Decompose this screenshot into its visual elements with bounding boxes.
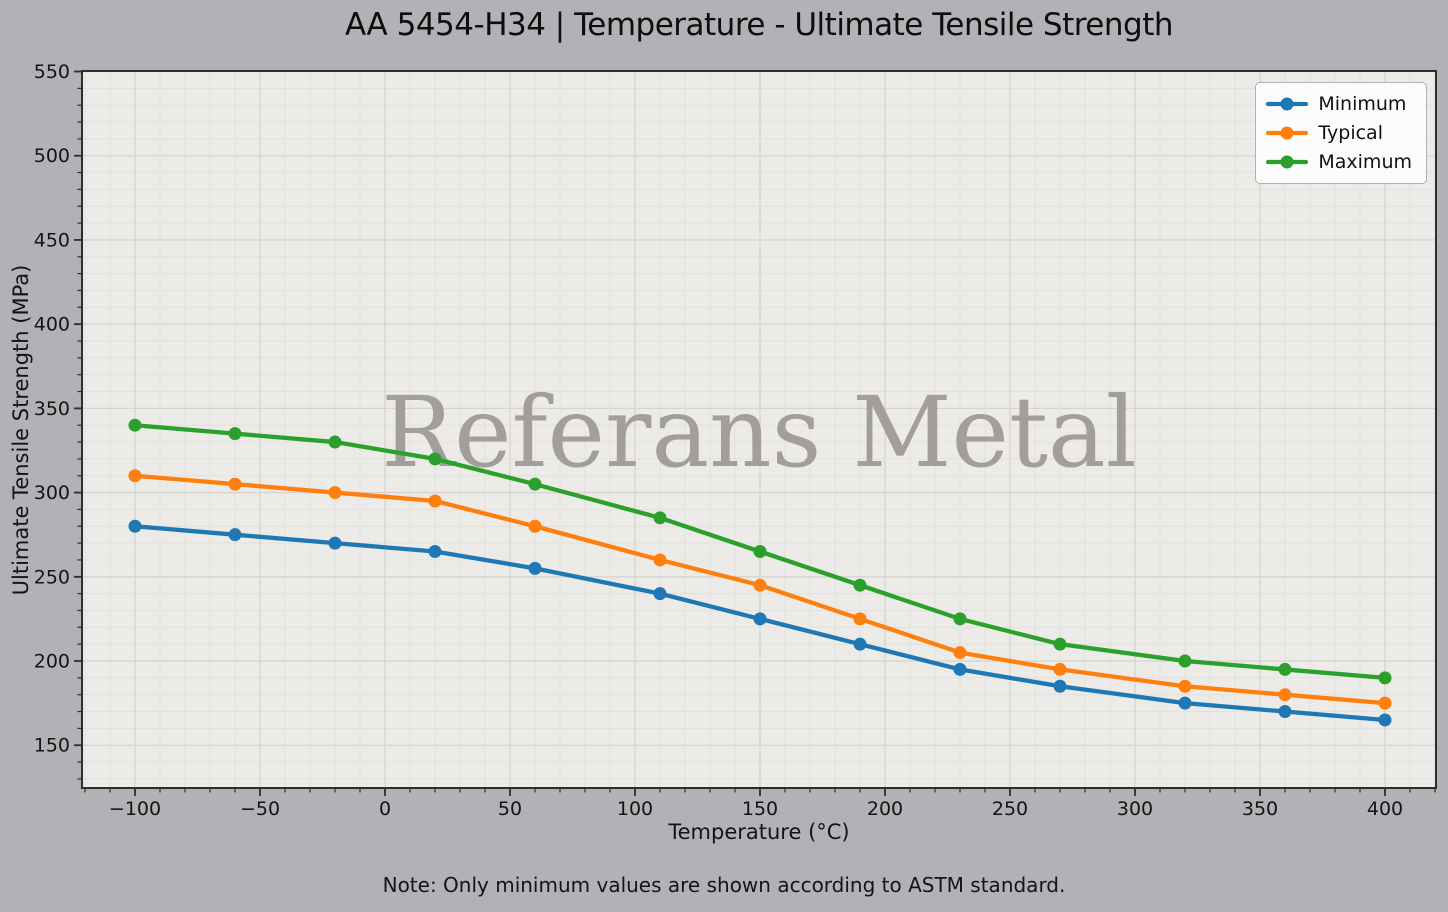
- chart: Referans Metal −100 −50 0 50 100 150 200 250 300 3…: [34, 61, 1437, 820]
- legend: Minimum Typical Maximum: [1255, 82, 1427, 184]
- tick-marks: [74, 70, 1436, 796]
- y-tick-label: 200: [34, 651, 70, 673]
- data-point-minimum: [853, 637, 867, 651]
- data-point-maximum: [328, 435, 342, 449]
- legend-line-sample-maximum-icon: [1266, 155, 1309, 169]
- legend-label-maximum: Maximum: [1318, 151, 1412, 173]
- x-tick-label: 50: [498, 798, 522, 820]
- data-point-maximum: [1053, 637, 1067, 651]
- data-point-minimum: [653, 587, 667, 601]
- data-point-typical: [953, 646, 967, 660]
- data-point-minimum: [328, 536, 342, 550]
- legend-line-sample-typical-icon: [1266, 126, 1309, 140]
- data-point-typical: [753, 578, 767, 592]
- data-point-maximum: [128, 418, 142, 432]
- y-tick-label: 450: [34, 229, 70, 251]
- chart-title: AA 5454-H34 | Temperature - Ultimate Ten…: [344, 7, 1174, 43]
- data-point-typical: [328, 486, 342, 500]
- legend-item-minimum: Minimum: [1266, 90, 1412, 118]
- data-point-typical: [1053, 662, 1067, 676]
- legend-label-minimum: Minimum: [1318, 93, 1407, 115]
- data-point-minimum: [228, 528, 242, 542]
- legend-label-typical: Typical: [1318, 122, 1383, 144]
- data-point-maximum: [653, 511, 667, 525]
- data-point-minimum: [1278, 705, 1292, 719]
- x-tick-label: 0: [379, 798, 391, 820]
- data-point-maximum: [428, 452, 442, 466]
- x-tick-label: 250: [992, 798, 1028, 820]
- data-point-minimum: [1053, 679, 1067, 693]
- data-point-typical: [428, 494, 442, 508]
- data-point-typical: [653, 553, 667, 567]
- data-point-minimum: [953, 662, 967, 676]
- y-tick-label: 300: [34, 482, 70, 504]
- legend-item-maximum: Maximum: [1266, 148, 1412, 176]
- grid-minor: [82, 71, 1436, 788]
- x-tick-label: 150: [742, 798, 778, 820]
- data-point-minimum: [528, 561, 542, 575]
- y-tick-label: 550: [34, 61, 70, 83]
- x-axis-label: Temperature (°C): [668, 820, 850, 844]
- legend-line-sample-minimum-icon: [1266, 97, 1309, 111]
- data-point-typical: [228, 477, 242, 491]
- data-point-minimum: [753, 612, 767, 626]
- series-typical: [128, 469, 1392, 710]
- footnote: Note: Only minimum values are shown acco…: [382, 873, 1066, 897]
- x-tick-label: 300: [1117, 798, 1153, 820]
- data-point-maximum: [1378, 671, 1392, 685]
- data-point-maximum: [228, 427, 242, 441]
- series-minimum: [128, 519, 1392, 727]
- data-point-maximum: [1178, 654, 1192, 668]
- watermark-text: Referans Metal: [381, 376, 1137, 489]
- data-point-minimum: [128, 519, 142, 533]
- data-point-typical: [128, 469, 142, 483]
- x-tick-label: 400: [1367, 798, 1403, 820]
- data-point-maximum: [753, 545, 767, 559]
- data-point-typical: [853, 612, 867, 626]
- y-tick-label: 400: [34, 314, 70, 336]
- plot-border: [81, 70, 1437, 789]
- y-tick-label: 500: [34, 145, 70, 167]
- tick-labels: −100 −50 0 50 100 150 200 250 300 350 400 150 200 250…: [34, 61, 1403, 820]
- data-point-minimum: [428, 545, 442, 559]
- y-axis-label: Ultimate Tensile Strength (MPa): [9, 264, 33, 596]
- x-tick-label: −100: [109, 798, 161, 820]
- y-tick-label: 250: [34, 566, 70, 588]
- y-tick-label: 350: [34, 398, 70, 420]
- data-point-maximum: [528, 477, 542, 491]
- data-point-typical: [528, 519, 542, 533]
- data-point-maximum: [953, 612, 967, 626]
- data-point-typical: [1378, 696, 1392, 710]
- series-maximum: [128, 418, 1392, 685]
- data-point-typical: [1178, 679, 1192, 693]
- data-point-typical: [1278, 688, 1292, 702]
- x-tick-label: 200: [867, 798, 903, 820]
- legend-item-typical: Typical: [1266, 119, 1412, 147]
- data-point-minimum: [1178, 696, 1192, 710]
- data-point-maximum: [1278, 662, 1292, 676]
- x-tick-label: 350: [1242, 798, 1278, 820]
- y-tick-label: 150: [34, 735, 70, 757]
- data-point-minimum: [1378, 713, 1392, 727]
- x-tick-label: 100: [617, 798, 653, 820]
- x-tick-label: −50: [240, 798, 280, 820]
- data-point-maximum: [853, 578, 867, 592]
